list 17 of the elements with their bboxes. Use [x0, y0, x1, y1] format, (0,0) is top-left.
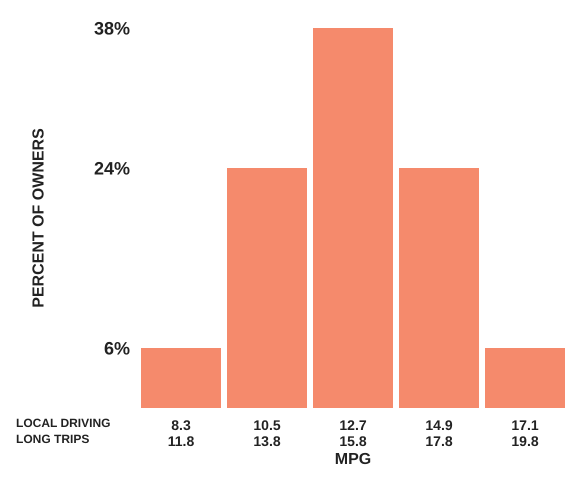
text: LONG TRIPS — [16, 432, 90, 446]
x-tick-label: 14.9 17.8 — [425, 417, 453, 449]
y-tick-label: 38% — [94, 18, 130, 38]
text: LOCAL DRIVING — [16, 416, 110, 430]
y-axis-title: PERCENT OF OWNERS — [30, 128, 48, 308]
bar — [227, 168, 307, 408]
x-tick-label: 8.3 11.8 — [168, 417, 194, 449]
y-tick-label: 24% — [94, 158, 130, 178]
y-tick-label: 6% — [104, 338, 130, 358]
x-tick-label: 17.1 19.8 — [511, 417, 539, 449]
x-tick-label: 12.7 15.8 — [339, 417, 367, 449]
x-tick-label: 10.5 13.8 — [253, 417, 281, 449]
x-axis-title: MPG — [334, 451, 372, 468]
bar — [141, 348, 221, 408]
bar — [399, 168, 479, 408]
bar — [313, 28, 393, 408]
bar — [485, 348, 565, 408]
